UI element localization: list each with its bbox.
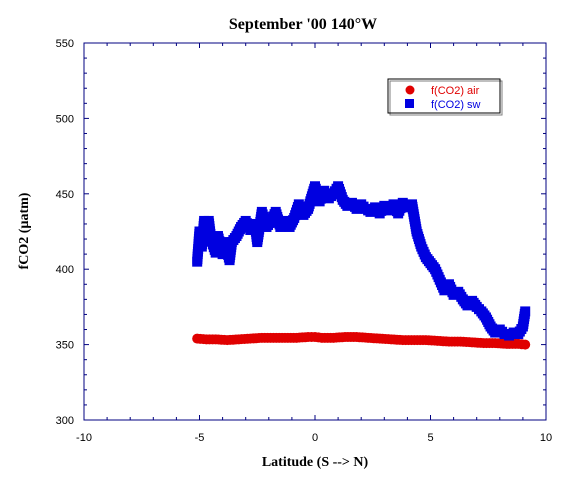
legend-label-air: f(CO2) air [431, 85, 480, 97]
data-point-air [520, 339, 531, 350]
y-tick-label: 400 [56, 264, 74, 276]
data-point-sw [520, 306, 531, 317]
y-tick-label: 550 [56, 38, 74, 50]
series-0 [192, 332, 531, 350]
legend-marker-air [405, 85, 415, 95]
series-1 [192, 181, 531, 341]
x-tick-label: 0 [312, 432, 318, 444]
x-axis: -10 -5 0 5 10 [76, 43, 552, 444]
legend-shadow [389, 80, 503, 116]
y-tick-label: 450 [56, 189, 74, 201]
data-series [192, 181, 531, 350]
legend-marker-sw [405, 99, 414, 108]
legend-label-sw: f(CO2) sw [431, 99, 481, 111]
y-tick-label: 500 [56, 113, 74, 125]
chart-title: September '00 140°W [229, 16, 377, 33]
x-axis-label: Latitude (S --> N) [262, 455, 369, 470]
x-tick-label: -10 [76, 432, 92, 444]
x-tick-label: -5 [195, 432, 205, 444]
x-tick-label: 5 [427, 432, 433, 444]
y-axis: 300 350 400 450 500 550 [56, 38, 546, 427]
y-tick-label: 350 [56, 340, 74, 352]
y-axis-label: fCO2 (µatm) [17, 192, 32, 269]
y-tick-label: 300 [56, 415, 74, 427]
legend: f(CO2) air f(CO2) sw [387, 78, 503, 116]
x-tick-label: 10 [540, 432, 552, 444]
